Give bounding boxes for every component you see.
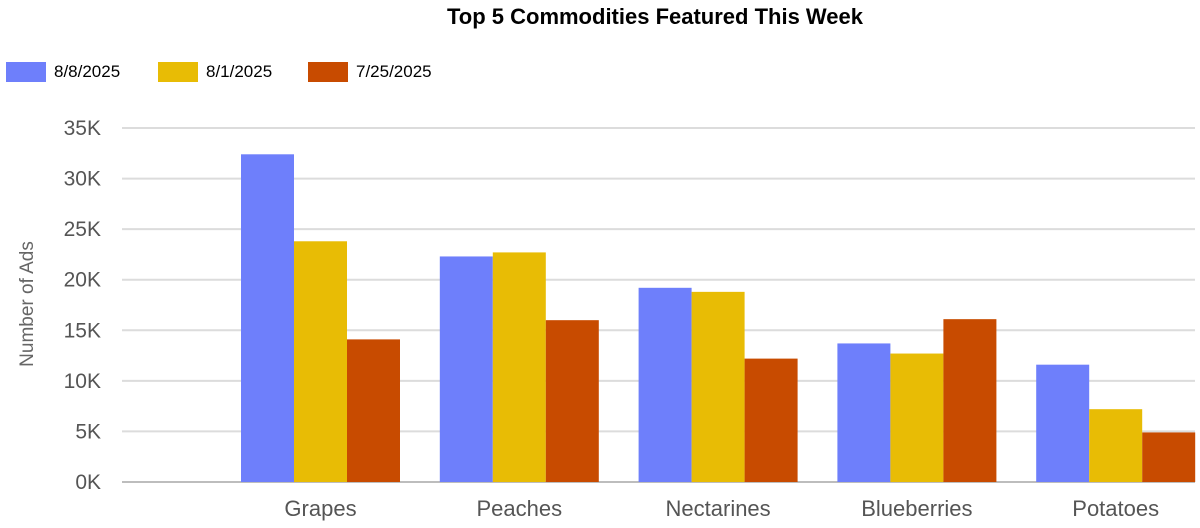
y-tick-label: 5K — [75, 420, 101, 443]
chart-title: Top 5 Commodities Featured This Week — [446, 4, 864, 29]
y-tick-label: 20K — [64, 269, 101, 292]
bar-nectarines-series-1 — [638, 287, 692, 482]
bar-blueberries-series-2 — [890, 353, 944, 482]
x-category-label: Grapes — [284, 496, 356, 521]
bar-nectarines-series-2 — [691, 291, 745, 482]
bar-grapes-series-3 — [347, 339, 400, 482]
legend-label-series-1: 8/8/2025 — [54, 62, 121, 81]
x-category-label: Blueberries — [861, 496, 972, 521]
bar-peaches-series-1 — [439, 256, 493, 482]
y-axis-tick-labels: 0K 5K 10K 15K 20K 25K 30K 35K — [64, 117, 101, 494]
bar-grapes-series-2 — [294, 241, 347, 482]
x-axis-category-labels: Grapes Peaches Nectarines Blueberries Potato… — [284, 496, 1159, 521]
legend-swatch-series-2 — [158, 62, 198, 82]
y-tick-label: 10K — [64, 370, 101, 393]
y-tick-label: 25K — [64, 218, 101, 241]
bar-potatoes-series-2 — [1089, 409, 1143, 482]
y-tick-label: 35K — [64, 117, 101, 140]
bar-potatoes-series-3 — [1142, 432, 1196, 482]
bar-peaches-series-3 — [545, 320, 599, 482]
y-axis-title: Number of Ads — [17, 241, 38, 367]
legend-swatch-series-1 — [6, 62, 46, 82]
bar-grapes-series-1 — [241, 154, 294, 482]
y-tick-label: 0K — [75, 471, 101, 494]
y-tick-label: 15K — [64, 319, 101, 342]
x-category-label: Potatoes — [1072, 496, 1159, 521]
legend-label-series-2: 8/1/2025 — [206, 62, 273, 81]
legend-item-series-3: 7/25/2025 — [308, 62, 432, 82]
bar-potatoes-series-1 — [1036, 364, 1090, 482]
x-category-label: Nectarines — [666, 496, 771, 521]
legend-label-series-3: 7/25/2025 — [356, 62, 432, 81]
x-category-label: Peaches — [476, 496, 562, 521]
bar-blueberries-series-3 — [943, 319, 997, 482]
bar-nectarines-series-3 — [744, 358, 798, 482]
y-tick-label: 30K — [64, 168, 101, 191]
legend-swatch-series-3 — [308, 62, 348, 82]
bars — [241, 154, 1196, 482]
legend-item-series-2: 8/1/2025 — [158, 62, 272, 82]
bar-blueberries-series-1 — [837, 343, 891, 482]
legend-item-series-1: 8/8/2025 — [6, 62, 120, 82]
bar-peaches-series-2 — [492, 252, 546, 482]
